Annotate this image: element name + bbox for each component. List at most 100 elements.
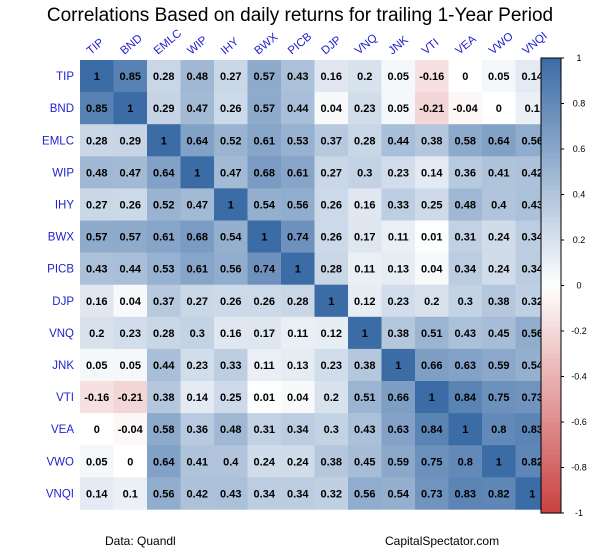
heatmap-cell-wip-vti xyxy=(415,156,449,189)
heatmap-cell-bwx-jnk xyxy=(381,220,416,253)
colorbar-segment xyxy=(541,262,561,268)
colorbar-segment xyxy=(541,494,561,500)
cell-value-label: 0.13 xyxy=(388,264,409,276)
colorbar-segment xyxy=(541,344,561,350)
heatmap-cell-ihy-tip xyxy=(80,188,114,221)
cell-value-label: 0.28 xyxy=(321,264,342,276)
heatmap-cell-vnq-jnk xyxy=(381,316,416,350)
cell-value-label: 0.24 xyxy=(287,456,309,468)
cell-value-label: 0.44 xyxy=(388,135,410,147)
cell-value-label: 0.3 xyxy=(324,424,339,436)
cell-value-label: 1 xyxy=(529,488,535,500)
heatmap-cell-tip-picb xyxy=(281,60,315,93)
cell-value-label: 0.2 xyxy=(89,328,104,340)
cell-value-label: 0.28 xyxy=(153,328,174,340)
heatmap-cell-jnk-wip xyxy=(180,348,215,382)
cell-value-label: 0.11 xyxy=(287,328,308,340)
cell-value-label: 0.42 xyxy=(522,167,543,179)
column-label-emlc: EMLC xyxy=(152,28,184,58)
heatmap-cell-vti-ihy xyxy=(214,381,248,414)
heatmap-cell-picb-emlc xyxy=(147,252,181,285)
heatmap-cell-ihy-picb xyxy=(281,188,315,221)
colorbar-segment xyxy=(541,308,561,314)
cell-value-label: 0.27 xyxy=(220,71,241,83)
heatmap-cell-bnd-jnk xyxy=(381,92,416,125)
colorbar-segment xyxy=(541,422,561,428)
colorbar-segment xyxy=(541,485,561,491)
column-label-wip: WIP xyxy=(185,34,210,57)
chart-title: Correlations Based on daily returns for … xyxy=(47,5,553,26)
column-label-ihy: IHY xyxy=(219,36,242,58)
cell-value-label: 0.04 xyxy=(120,296,142,308)
cell-value-label: 0.53 xyxy=(287,135,308,147)
cell-value-label: 0.73 xyxy=(421,488,442,500)
heatmap-cell-vwo-wip xyxy=(180,445,215,478)
colorbar-segment xyxy=(541,217,561,223)
colorbar-segment xyxy=(541,435,561,441)
cell-value-label: 0.57 xyxy=(254,71,275,83)
heatmap-cell-wip-tip xyxy=(80,156,114,189)
colorbar-segment xyxy=(541,508,561,514)
cell-value-label: 0.56 xyxy=(220,264,241,276)
cell-value-label: 0.36 xyxy=(187,424,208,436)
cell-value-label: 0.56 xyxy=(522,135,543,147)
cell-value-label: 0.48 xyxy=(187,71,208,83)
heatmap-cell-wip-ihy xyxy=(214,156,248,189)
cell-value-label: 0.05 xyxy=(488,71,509,83)
colorbar-segment xyxy=(541,358,561,364)
heatmap-cell-vwo-ihy xyxy=(214,445,248,478)
heatmap-cell-djp-tip xyxy=(80,284,114,318)
heatmap-cell-picb-bnd xyxy=(113,252,148,285)
heatmap-cell-picb-jnk xyxy=(381,252,416,285)
heatmap-cell-picb-djp xyxy=(314,252,349,285)
colorbar-segment xyxy=(541,130,561,136)
cell-value-label: 0.26 xyxy=(120,199,141,211)
cell-value-label: 0.04 xyxy=(421,264,443,276)
heatmap-cell-wip-emlc xyxy=(147,156,181,189)
cell-value-label: 1 xyxy=(261,232,267,244)
cell-value-label: 0.12 xyxy=(321,328,342,340)
cell-value-label: 0.34 xyxy=(287,424,309,436)
cell-value-label: 0.3 xyxy=(357,167,372,179)
cell-value-label: 0.17 xyxy=(354,232,375,244)
color-legend: 1 0.8 0.6 0.4 0.2 0 -0.2 -0.4 -0.6 -0.8 -1 xyxy=(540,53,587,518)
heatmap-cell-bnd-bnd xyxy=(113,92,148,125)
heatmap-cell-tip-vnq xyxy=(348,60,382,93)
cell-value-label: 0.64 xyxy=(153,456,175,468)
cell-value-label: 0.32 xyxy=(522,296,543,308)
heatmap-cell-emlc-bwx xyxy=(247,124,282,157)
heatmap-cell-tip-jnk xyxy=(381,60,416,93)
heatmap-cell-picb-vwo xyxy=(482,252,516,285)
heatmap-cell-vnqi-vea xyxy=(448,477,483,510)
cell-value-label: 0.11 xyxy=(388,232,409,244)
cell-value-label: -0.16 xyxy=(84,392,109,404)
cell-value-label: 0.2 xyxy=(324,392,339,404)
heatmap-cell-tip-ihy xyxy=(214,60,248,93)
cell-value-label: 0.64 xyxy=(153,167,175,179)
heatmap-cell-bnd-tip xyxy=(80,92,114,125)
heatmap-cell-bnd-vwo xyxy=(482,92,516,125)
cell-value-label: 0.64 xyxy=(488,135,510,147)
heatmap-cell-jnk-picb xyxy=(281,348,315,382)
cell-value-label: 0.16 xyxy=(321,71,342,83)
heatmap-cell-vnqi-bnd xyxy=(113,477,148,510)
column-label-bnd: BND xyxy=(118,32,144,57)
colorbar-segment xyxy=(541,335,561,341)
cell-value-label: 0.84 xyxy=(455,392,477,404)
heatmap-cell-vti-tip xyxy=(80,381,114,414)
colorbar-segment xyxy=(541,144,561,150)
colorbar-segment xyxy=(541,331,561,337)
colorbar-segment xyxy=(541,112,561,118)
colorbar-segment xyxy=(541,212,561,218)
heatmap-cell-tip-vwo xyxy=(482,60,516,93)
cell-value-label: 0.44 xyxy=(153,360,175,372)
heatmap-cell-vwo-vwo xyxy=(482,445,516,478)
heatmap-cell-tip-djp xyxy=(314,60,349,93)
cell-value-label: 0.29 xyxy=(120,135,141,147)
heatmap-cell-vti-bwx xyxy=(247,381,282,414)
cell-value-label: 0.83 xyxy=(455,488,476,500)
cell-value-label: 0.04 xyxy=(321,103,343,115)
cell-value-label: 0.26 xyxy=(220,296,241,308)
heatmap-cell-wip-jnk xyxy=(381,156,416,189)
heatmap-cell-vwo-vti xyxy=(415,445,449,478)
